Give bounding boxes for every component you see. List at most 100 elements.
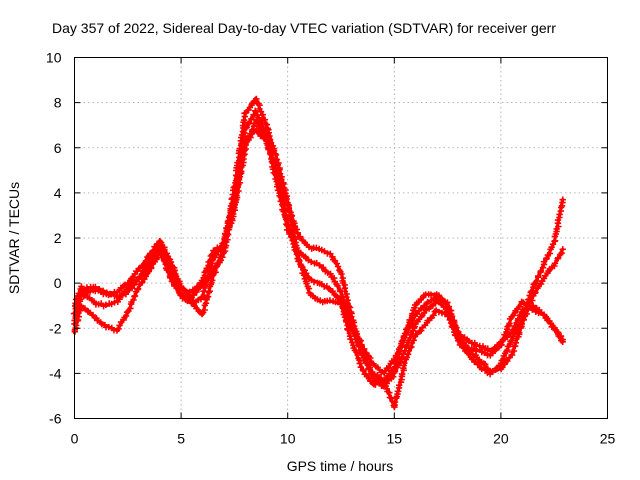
data-point — [385, 376, 392, 383]
data-point — [438, 309, 446, 317]
data-point — [208, 251, 216, 258]
y-tick-label: 4 — [54, 185, 62, 201]
data-point — [207, 252, 214, 260]
data-point — [556, 211, 563, 218]
data-point — [115, 325, 122, 332]
data-point — [414, 310, 421, 318]
series-line — [72, 96, 565, 409]
data-point — [245, 136, 252, 144]
data-point — [557, 332, 565, 340]
data-point — [131, 292, 139, 300]
tick-layer — [74, 57, 608, 419]
data-point — [353, 330, 360, 337]
data-point — [236, 173, 244, 180]
data-point — [515, 315, 522, 322]
data-point — [547, 320, 554, 327]
data-point — [399, 370, 406, 378]
data-point — [320, 264, 327, 271]
data-point — [139, 267, 146, 275]
data-point — [372, 381, 379, 388]
data-point — [345, 309, 352, 316]
data-point — [108, 291, 115, 298]
data-point — [383, 380, 390, 387]
x-axis-label: GPS time / hours — [287, 458, 394, 474]
data-point — [444, 299, 451, 306]
x-tick-label: 0 — [71, 431, 79, 447]
data-point — [424, 298, 431, 306]
data-point — [420, 309, 428, 317]
data-point — [297, 233, 304, 240]
data-point — [511, 322, 518, 330]
data-point — [133, 277, 140, 284]
data-point — [435, 308, 443, 316]
data-point — [361, 345, 368, 353]
data-point — [334, 263, 342, 270]
data-point — [243, 124, 250, 131]
tick-label-layer: 0 5 10 15 20 25 -6 -4 -2 0 2 4 6 8 10 — [46, 50, 616, 447]
data-point — [308, 258, 315, 266]
data-point — [368, 371, 375, 378]
data-point — [378, 369, 385, 376]
data-point — [172, 273, 180, 280]
data-point — [385, 364, 392, 371]
data-point — [157, 242, 164, 250]
data-point — [390, 373, 397, 380]
data-point — [520, 316, 527, 323]
data-point — [327, 270, 334, 277]
data-point — [558, 249, 565, 257]
data-point — [508, 337, 516, 344]
data-point — [535, 272, 542, 280]
data-point — [559, 246, 566, 253]
y-axis-label: SDTVAR / TECUs — [6, 182, 22, 294]
data-point — [491, 345, 499, 352]
data-point — [337, 288, 344, 295]
series-day-a — [71, 126, 566, 384]
data-point — [230, 210, 237, 218]
y-tick-label: 0 — [54, 275, 62, 291]
data-point — [360, 367, 367, 375]
x-tick-label: 20 — [493, 431, 509, 447]
data-point — [122, 291, 130, 298]
y-tick-label: 6 — [54, 140, 62, 156]
data-point — [341, 298, 348, 306]
data-point — [153, 245, 160, 252]
data-point — [122, 312, 130, 320]
data-point — [537, 267, 545, 275]
data-point — [220, 242, 228, 249]
data-point — [401, 359, 408, 367]
series-layer — [70, 95, 566, 411]
data-point — [98, 320, 105, 328]
data-point — [164, 256, 171, 263]
data-point — [102, 301, 109, 308]
data-point — [349, 322, 357, 330]
data-point — [367, 354, 374, 362]
data-point — [134, 285, 142, 292]
data-point — [273, 183, 281, 190]
x-tick-label: 15 — [387, 431, 403, 447]
data-point — [242, 141, 249, 149]
y-tick-label: -2 — [49, 320, 62, 336]
y-tick-label: 10 — [46, 50, 62, 66]
data-point — [229, 217, 236, 224]
y-tick-label: -6 — [49, 411, 62, 427]
data-point — [170, 268, 178, 276]
y-tick-label: 8 — [54, 95, 62, 111]
data-point — [131, 281, 138, 288]
data-point — [103, 289, 110, 296]
data-point — [128, 285, 136, 292]
x-tick-label: 5 — [177, 431, 185, 447]
data-point — [462, 342, 469, 349]
data-point — [454, 327, 461, 335]
data-point — [332, 292, 340, 299]
data-point — [518, 320, 525, 328]
data-point — [551, 260, 559, 267]
data-point — [356, 360, 363, 367]
data-point — [244, 120, 252, 128]
data-point — [235, 176, 243, 183]
data-point — [539, 264, 547, 271]
data-point — [418, 327, 425, 334]
data-point — [116, 322, 123, 329]
data-point — [550, 324, 557, 331]
data-point — [394, 350, 402, 357]
data-point — [78, 283, 85, 290]
